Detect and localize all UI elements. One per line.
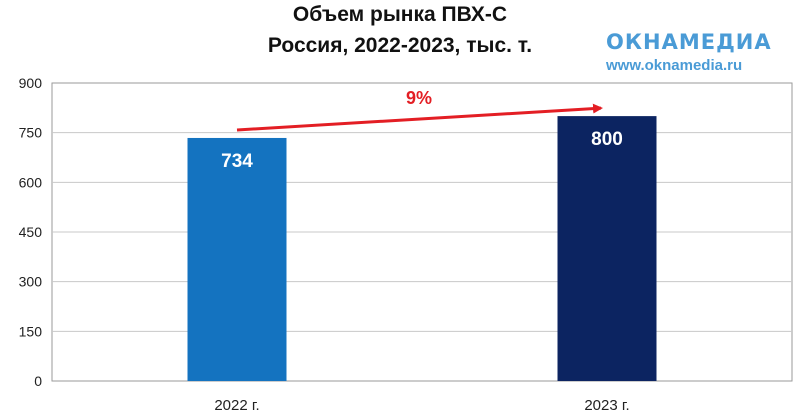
- logo-wordmark: ОКНАМЕДИА: [606, 30, 772, 54]
- bar: [187, 137, 287, 381]
- y-tick-label: 0: [34, 373, 42, 389]
- y-tick-label: 750: [19, 125, 43, 141]
- y-tick-label: 300: [19, 274, 43, 290]
- x-tick-label: 2023 г.: [584, 397, 629, 414]
- y-tick-label: 150: [19, 323, 43, 339]
- growth-label: 9%: [406, 88, 432, 108]
- chart-title: Объем рынка ПВХ-С: [292, 3, 508, 26]
- brand-logo: ОКНАМЕДИА www.oknamedia.ru: [606, 30, 796, 76]
- bar-value-label: 734: [221, 151, 253, 172]
- logo-url: www.oknamedia.ru: [606, 57, 743, 74]
- chart-subtitle: Россия, 2022-2023, тыс. т.: [267, 34, 533, 57]
- growth-arrow: [236, 103, 603, 132]
- y-tick-label: 600: [19, 174, 43, 190]
- y-tick-label: 450: [19, 224, 43, 240]
- bar: [557, 116, 657, 381]
- y-tick-label: 900: [19, 75, 43, 91]
- x-tick-label: 2022 г.: [214, 397, 259, 414]
- bar-value-label: 800: [591, 129, 623, 150]
